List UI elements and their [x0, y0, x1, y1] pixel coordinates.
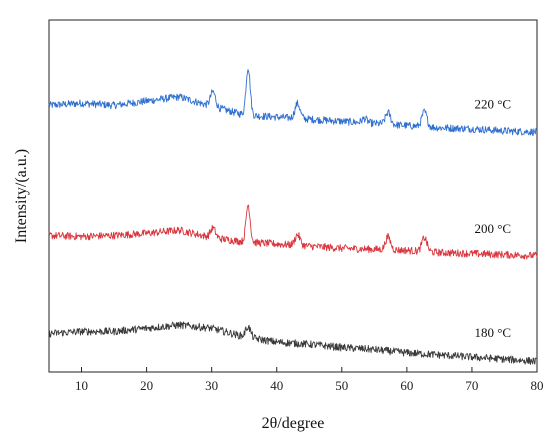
y-axis-title: Intensity/(a.u.) [13, 149, 30, 243]
x-axis-title: 2θ/degree [262, 415, 325, 432]
traces-group [48, 69, 538, 365]
x-tick-label-30: 30 [205, 378, 218, 393]
series-line-200c [48, 204, 538, 260]
x-tick-label-80: 80 [531, 378, 544, 393]
x-tick-label-50: 50 [335, 378, 348, 393]
series-label-200c: 200 °C [474, 221, 511, 236]
series-label-220c: 220 °C [474, 97, 511, 112]
x-tick-label-40: 40 [270, 378, 283, 393]
series-labels-group: 220 °C 200 °C 180 °C [474, 97, 511, 340]
x-tick-label-70: 70 [465, 378, 478, 393]
plot-frame [48, 19, 538, 373]
x-axis-ticks: 10 20 30 40 50 60 70 80 [75, 367, 544, 393]
series-label-180c: 180 °C [474, 325, 511, 340]
series-line-180c [48, 321, 538, 365]
x-tick-label-60: 60 [400, 378, 413, 393]
x-tick-label-20: 20 [140, 378, 153, 393]
series-line-220c [48, 69, 538, 136]
x-tick-label-10: 10 [75, 378, 88, 393]
